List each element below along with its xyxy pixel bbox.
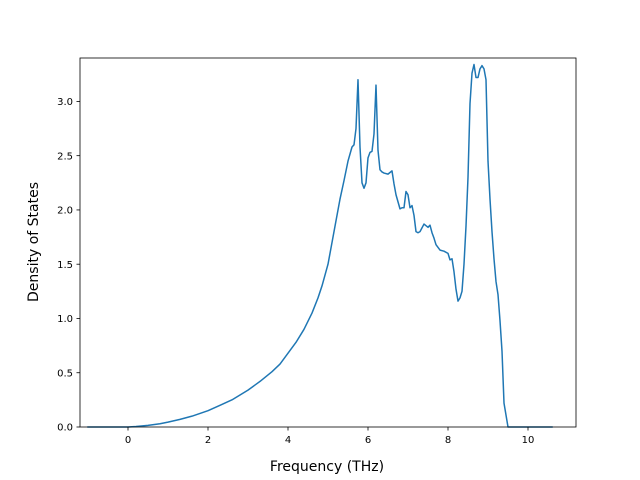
y-tick-label: 2.5 [57,151,73,162]
dos-series-line [87,63,553,428]
x-tick-label: 0 [125,435,131,446]
y-tick-label: 2.0 [57,206,73,217]
x-axis-ticks: 0 2 4 6 8 10 [125,427,535,446]
y-tick-label: 3.0 [57,97,73,108]
x-tick-label: 10 [522,435,535,446]
plot-area [79,57,577,428]
y-tick-label: 1.0 [57,314,73,325]
y-tick-label: 0.0 [57,423,73,434]
x-tick-label: 4 [285,435,291,446]
x-tick-label: 8 [445,435,451,446]
x-tick-label: 2 [205,435,211,446]
x-tick-label: 6 [365,435,371,446]
y-tick-label: 0.5 [57,368,73,379]
y-axis-label: Density of States [26,182,42,302]
axes-frame [79,57,577,428]
y-tick-label: 1.5 [57,260,73,271]
x-axis-label: Frequency (THz) [270,459,384,475]
y-axis-ticks: 0.0 0.5 1.0 1.5 2.0 2.5 3.0 [57,97,80,434]
